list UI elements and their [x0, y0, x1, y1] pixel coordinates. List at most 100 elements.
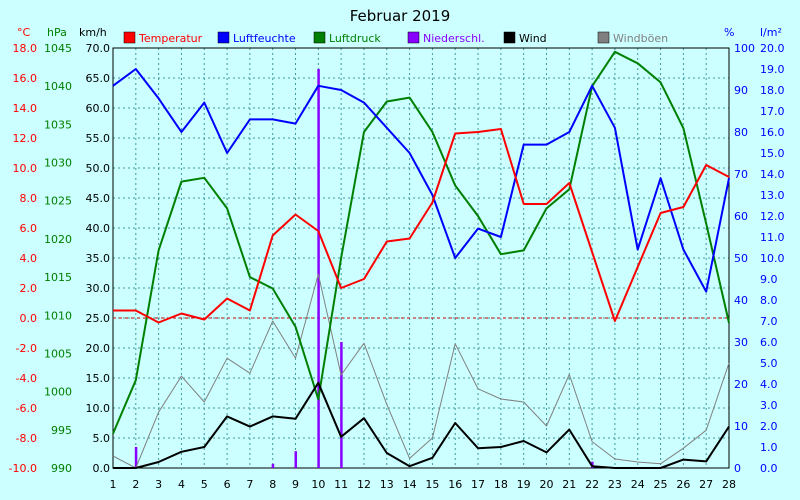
- y-axis-ticks: -10.0 -8.0 -6.0 -4.0 -2.0 0.0 2.0 4.0 6.0 8.0 10.0…: [9, 42, 785, 475]
- x-tick-label: 22: [585, 478, 599, 491]
- y-tick-rain: 11.0: [760, 231, 785, 244]
- y-tick-rain: 0.0: [760, 462, 778, 475]
- y-tick-rain: 10.0: [760, 252, 785, 265]
- series-line-wind: [113, 381, 730, 469]
- y-tick-rain: 15.0: [760, 147, 785, 160]
- series-line-windb-en: [112, 273, 730, 469]
- legend-label-temperatur: Temperatur: [138, 32, 203, 45]
- y-tick-rain: 5.0: [760, 357, 778, 370]
- y-tick-temp: 14.0: [13, 102, 38, 115]
- y-tick-wind: 40.0: [86, 222, 111, 235]
- y-tick-hum: 40: [734, 294, 748, 307]
- legend-swatch-temperatur: [123, 31, 136, 44]
- plot-frame: [112, 47, 730, 469]
- series-line-luftdruck: [112, 50, 730, 434]
- y-tick-temp: 0.0: [20, 312, 38, 325]
- y-tick-rain: 19.0: [760, 63, 785, 76]
- y-tick-press: 990: [51, 462, 72, 475]
- x-tick-label: 9: [292, 478, 299, 491]
- y-tick-rain: 14.0: [760, 168, 785, 181]
- y-tick-rain: 18.0: [760, 84, 785, 97]
- y-tick-hum: 100: [734, 42, 755, 55]
- y-tick-wind: 50.0: [86, 162, 111, 175]
- y-tick-wind: 5.0: [93, 432, 111, 445]
- x-tick-label: 28: [722, 478, 736, 491]
- series-lines: [112, 50, 730, 469]
- x-tick-label: 20: [539, 478, 553, 491]
- rain-axis-unit: l/m²: [760, 26, 782, 39]
- humidity-axis-unit: %: [724, 26, 734, 39]
- y-tick-rain: 2.0: [760, 420, 778, 433]
- y-tick-press: 1020: [44, 233, 72, 246]
- y-tick-hum: 80: [734, 126, 748, 139]
- legend-swatch-windb-en: [597, 31, 610, 44]
- y-tick-temp: 4.0: [20, 252, 38, 265]
- y-tick-hum: 0: [734, 462, 741, 475]
- y-tick-temp: 16.0: [13, 72, 38, 85]
- y-tick-rain: 8.0: [760, 294, 778, 307]
- x-tick-label: 15: [425, 478, 439, 491]
- y-tick-hum: 20: [734, 378, 748, 391]
- y-tick-rain: 4.0: [760, 378, 778, 391]
- x-tick-label: 23: [608, 478, 622, 491]
- x-tick-label: 21: [562, 478, 576, 491]
- y-tick-press: 1010: [44, 309, 72, 322]
- y-tick-wind: 70.0: [86, 42, 111, 55]
- y-tick-rain: 9.0: [760, 273, 778, 286]
- y-tick-temp: 2.0: [20, 282, 38, 295]
- y-tick-temp: -6.0: [16, 402, 37, 415]
- legend-swatch-niederschl-: [407, 31, 420, 44]
- y-tick-temp: 6.0: [20, 222, 38, 235]
- legend-label-wind: Wind: [519, 32, 547, 45]
- series-line-luftfeuchte: [112, 68, 730, 293]
- y-tick-rain: 16.0: [760, 126, 785, 139]
- x-tick-label: 25: [654, 478, 668, 491]
- y-tick-wind: 30.0: [86, 282, 111, 295]
- x-tick-label: 7: [246, 478, 253, 491]
- precip-bar-niederschl-: [340, 342, 343, 468]
- precip-bar-niederschl-: [271, 463, 275, 468]
- y-tick-hum: 50: [734, 252, 748, 265]
- x-tick-label: 2: [132, 478, 139, 491]
- x-tick-label: 6: [224, 478, 231, 491]
- x-tick-label: 10: [311, 478, 325, 491]
- y-tick-wind: 55.0: [86, 132, 111, 145]
- precip-bar-niederschl-: [294, 451, 298, 468]
- legend-label-windb-en: Windböen: [613, 32, 668, 45]
- y-tick-temp: 8.0: [20, 192, 38, 205]
- y-tick-rain: 3.0: [760, 399, 778, 412]
- legend-label-luftdruck: Luftdruck: [329, 32, 381, 45]
- chart-title: Februar 2019: [350, 7, 451, 25]
- x-tick-label: 4: [178, 478, 185, 491]
- temp-axis-unit: °C: [17, 26, 31, 39]
- y-tick-press: 1045: [44, 42, 72, 55]
- x-tick-label: 17: [471, 478, 485, 491]
- y-tick-press: 1005: [44, 347, 72, 360]
- y-tick-hum: 90: [734, 84, 748, 97]
- y-tick-hum: 60: [734, 210, 748, 223]
- y-tick-rain: 13.0: [760, 189, 785, 202]
- y-tick-press: 1015: [44, 271, 72, 284]
- y-tick-temp: 18.0: [13, 42, 38, 55]
- y-tick-press: 1040: [44, 80, 72, 93]
- x-tick-label: 1: [110, 478, 117, 491]
- y-tick-hum: 70: [734, 168, 748, 181]
- wind-axis-unit: km/h: [79, 26, 107, 39]
- legend-swatch-luftfeuchte: [217, 31, 230, 44]
- x-tick-label: 26: [676, 478, 690, 491]
- x-tick-label: 16: [448, 478, 462, 491]
- x-tick-label: 11: [334, 478, 348, 491]
- pressure-axis-unit: hPa: [47, 26, 67, 39]
- x-tick-label: 19: [517, 478, 531, 491]
- x-tick-label: 18: [494, 478, 508, 491]
- x-tick-label: 8: [269, 478, 276, 491]
- y-tick-rain: 7.0: [760, 315, 778, 328]
- y-tick-hum: 10: [734, 420, 748, 433]
- y-tick-rain: 12.0: [760, 210, 785, 223]
- x-axis-ticks: 1 2 3 4 5 6 7 8 9 10 11 12 13 14 15 16 17 18 19 20 21 22 23 24 2…: [110, 478, 737, 491]
- plot-border: [112, 47, 730, 469]
- axis-units: °C hPa km/h% l/m²: [17, 26, 782, 39]
- y-tick-press: 1025: [44, 195, 72, 208]
- y-tick-temp: 12.0: [13, 132, 38, 145]
- y-tick-press: 1030: [44, 157, 72, 170]
